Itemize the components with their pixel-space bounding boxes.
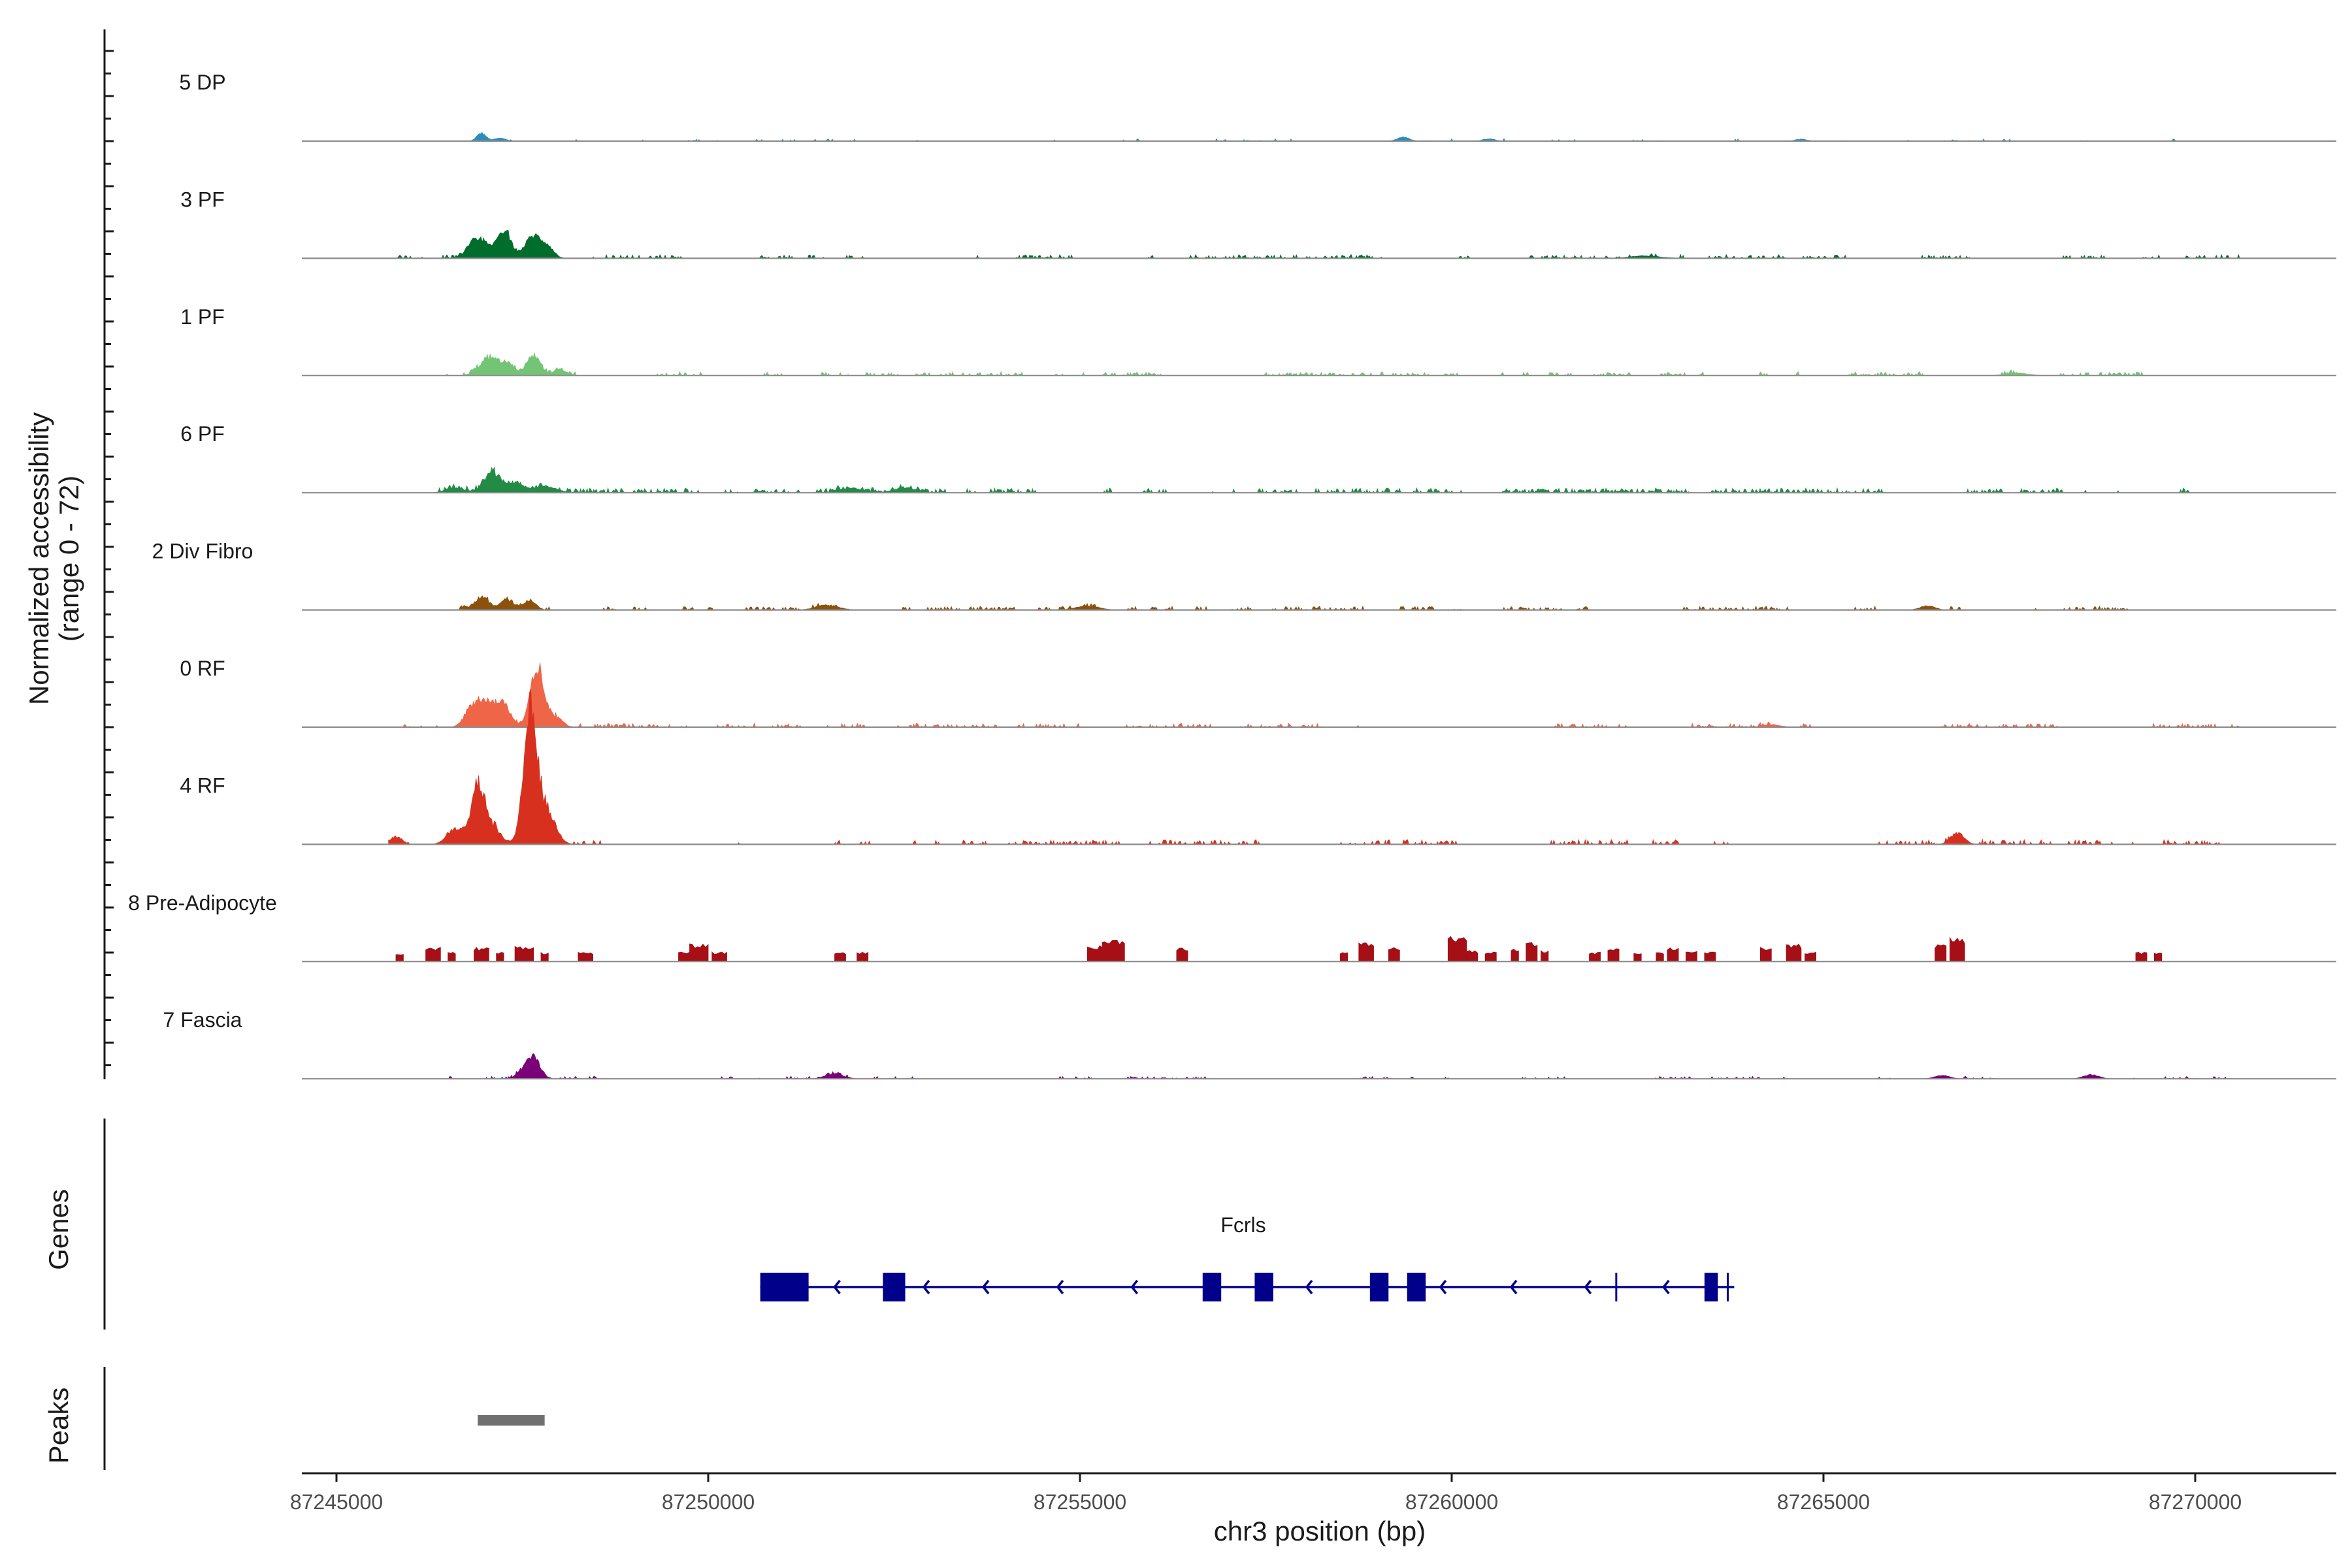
track-6: 4 RF <box>180 689 2336 845</box>
track-coverage-area <box>388 689 2240 845</box>
track-8: 7 Fascia <box>163 1008 2336 1080</box>
track-label: 1 PF <box>180 305 225 329</box>
peaks-panel-title: Peaks <box>43 1388 74 1464</box>
x-axis-ticks: 87245000 87250000 87255000 87260000 87265000… <box>290 1473 2242 1514</box>
track-coverage-area <box>388 936 2240 962</box>
gene-strand-arrow <box>1130 1279 1139 1295</box>
gene-name-label: Fcrls <box>1220 1213 1266 1237</box>
coverage-y-axis-ticks <box>105 50 114 1066</box>
track-coverage-area <box>396 351 2144 376</box>
gene-exon <box>1704 1273 1718 1301</box>
gene-exon <box>760 1273 809 1301</box>
track-coverage-area <box>440 595 2129 611</box>
coverage-tracks: 5 DP 3 PF 1 PF 6 PF 2 Div Fibro 0 RF 4 RF 8 Pre… <box>128 71 2336 1080</box>
track-4: 2 Div Fibro <box>152 540 2336 611</box>
track-0: 5 DP <box>179 71 2336 142</box>
y-axis-title-line1: Normalized accessibility <box>24 412 54 705</box>
track-label: 4 RF <box>180 774 225 797</box>
gene-strand-arrow <box>981 1279 990 1295</box>
gene-strand-arrow <box>922 1279 930 1295</box>
track-3: 6 PF <box>180 422 2336 494</box>
genes-panel-title: Genes <box>43 1189 74 1270</box>
gene-strand-arrow <box>1662 1279 1670 1295</box>
gene-strand-arrow <box>1305 1279 1313 1295</box>
track-label: 3 PF <box>180 188 225 211</box>
track-label: 2 Div Fibro <box>152 540 253 563</box>
x-tick-label: 87245000 <box>290 1490 383 1514</box>
gene-strand-arrow <box>1584 1279 1592 1295</box>
gene-exon <box>1369 1273 1389 1301</box>
track-label: 7 Fascia <box>163 1008 242 1032</box>
x-tick-label: 87260000 <box>1405 1490 1498 1514</box>
track-7: 8 Pre-Adipocyte <box>128 891 2336 962</box>
x-tick-label: 87265000 <box>1777 1490 1870 1514</box>
gene-track: Fcrls <box>760 1213 1735 1301</box>
peak-region-bar <box>478 1415 545 1426</box>
peak-track <box>478 1415 545 1426</box>
track-2: 1 PF <box>180 305 2336 376</box>
x-axis-title: chr3 position (bp) <box>1214 1516 1426 1546</box>
gene-exon <box>1615 1273 1618 1301</box>
gene-exon <box>1254 1273 1273 1301</box>
track-label: 6 PF <box>180 422 225 446</box>
track-coverage-area <box>470 131 2218 142</box>
x-tick-label: 87250000 <box>662 1490 755 1514</box>
x-tick-label: 87270000 <box>2149 1490 2242 1514</box>
track-coverage-area <box>388 1053 2240 1080</box>
gene-strand-arrow <box>1439 1279 1447 1295</box>
gene-strand-arrow <box>833 1279 841 1295</box>
y-axis-title-line2: (range 0 - 72) <box>54 476 84 642</box>
track-label: 5 DP <box>179 71 225 94</box>
y-axis-title: Normalized accessibility (range 0 - 72) <box>24 412 84 705</box>
x-tick-label: 87255000 <box>1034 1490 1126 1514</box>
track-coverage-area <box>396 230 2240 259</box>
track-1: 3 PF <box>180 188 2336 259</box>
track-label: 0 RF <box>180 657 225 680</box>
gene-exon <box>1407 1273 1426 1301</box>
track-5: 0 RF <box>180 657 2336 728</box>
gene-exon <box>1202 1273 1222 1301</box>
track-label: 8 Pre-Adipocyte <box>128 891 277 915</box>
track-coverage-area <box>388 662 2241 728</box>
gene-strand-arrow <box>1509 1279 1518 1295</box>
gene-strand-arrow <box>1056 1279 1064 1295</box>
gene-exon <box>1727 1273 1729 1301</box>
gene-exon <box>883 1273 906 1301</box>
track-coverage-area <box>388 466 2270 494</box>
